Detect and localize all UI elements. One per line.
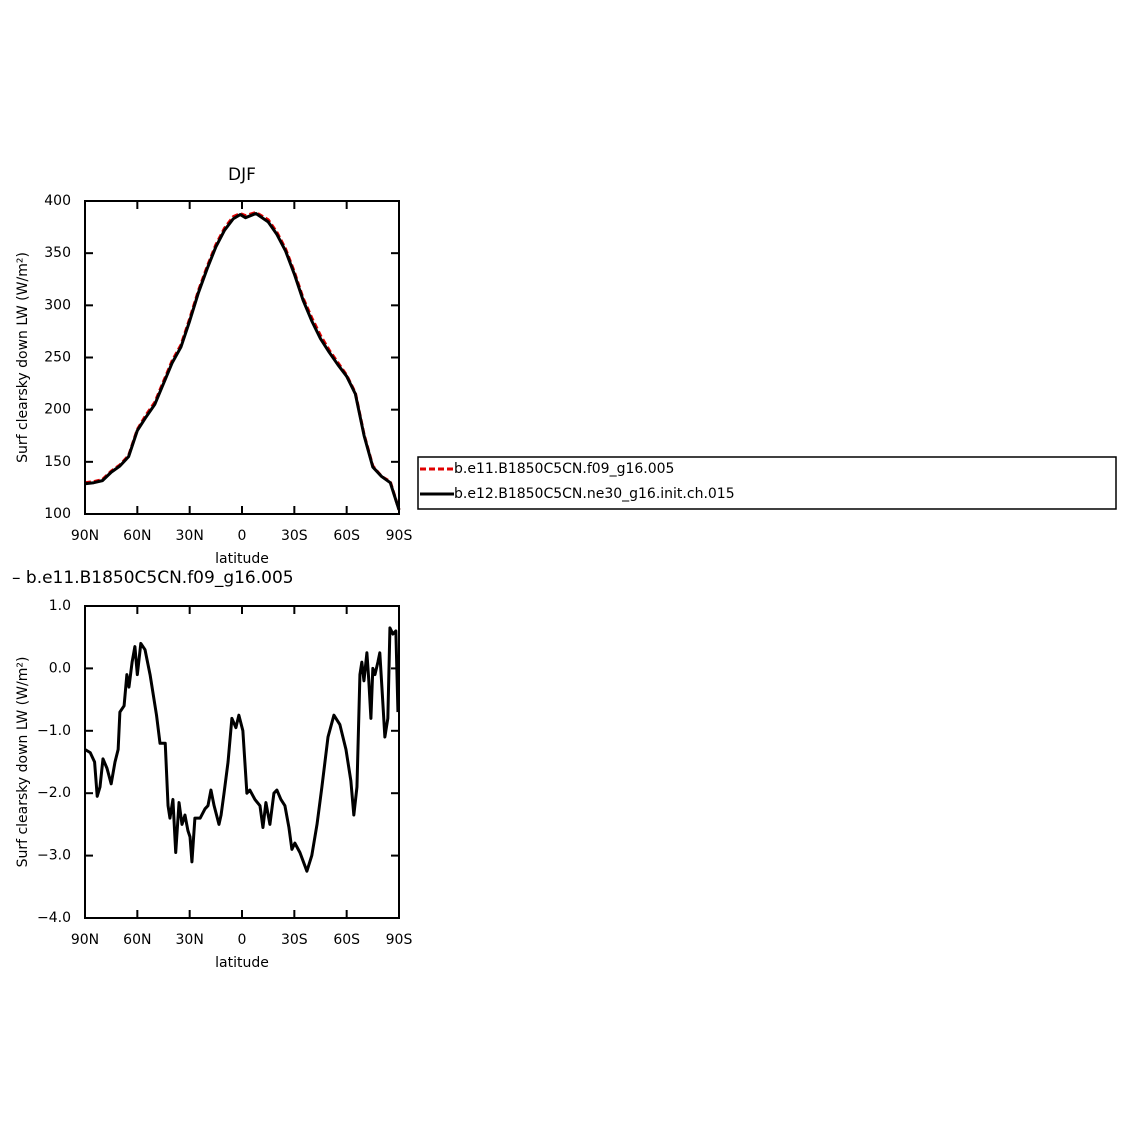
- y-tick-label: −3.0: [37, 848, 71, 864]
- y-axis-label: Surf clearsky down LW (W/m²): [15, 252, 31, 463]
- x-tick-label: 60S: [333, 932, 360, 948]
- x-tick-label: 30S: [281, 932, 308, 948]
- y-tick-label: 200: [44, 402, 71, 418]
- legend-box: [417, 456, 1117, 510]
- x-tick-label: 90N: [71, 932, 99, 948]
- y-tick-label: 1.0: [49, 598, 71, 614]
- data-line: [84, 212, 401, 511]
- y-tick-label: 0.0: [49, 660, 71, 676]
- x-tick-label: 60N: [123, 528, 151, 544]
- y-tick-label: 300: [44, 297, 71, 313]
- x-axis-label: latitude: [215, 955, 269, 971]
- x-tick-label: 60S: [333, 528, 360, 544]
- y-tick-label: −4.0: [37, 910, 71, 926]
- chart-title: – b.e11.B1850C5CN.f09_g16.005: [12, 568, 294, 588]
- y-tick-label: 350: [44, 245, 71, 261]
- x-tick-label: 90N: [71, 528, 99, 544]
- y-tick-label: −2.0: [37, 785, 71, 801]
- x-tick-label: 60N: [123, 932, 151, 948]
- x-axis-label: latitude: [215, 551, 269, 567]
- y-tick-label: 100: [44, 506, 71, 522]
- x-tick-label: 30N: [176, 528, 204, 544]
- y-tick-label: 250: [44, 350, 71, 366]
- x-tick-label: 0: [238, 528, 247, 544]
- legend-label: b.e12.B1850C5CN.ne30_g16.init.ch.015: [454, 486, 735, 502]
- data-line: [84, 626, 400, 873]
- plot-frame: [84, 605, 400, 919]
- y-tick-label: −1.0: [37, 723, 71, 739]
- x-tick-label: 30S: [281, 528, 308, 544]
- x-tick-label: 90S: [386, 932, 413, 948]
- y-tick-label: 400: [44, 193, 71, 209]
- x-tick-label: 90S: [386, 528, 413, 544]
- x-tick-label: 30N: [176, 932, 204, 948]
- y-tick-label: 150: [44, 454, 71, 470]
- data-line: [84, 210, 401, 511]
- x-tick-label: 0: [238, 932, 247, 948]
- plot-frame: [84, 200, 400, 515]
- chart-title: DJF: [228, 165, 256, 185]
- y-axis-label: Surf clearsky down LW (W/m²): [15, 657, 31, 868]
- legend-label: b.e11.B1850C5CN.f09_g16.005: [454, 461, 674, 477]
